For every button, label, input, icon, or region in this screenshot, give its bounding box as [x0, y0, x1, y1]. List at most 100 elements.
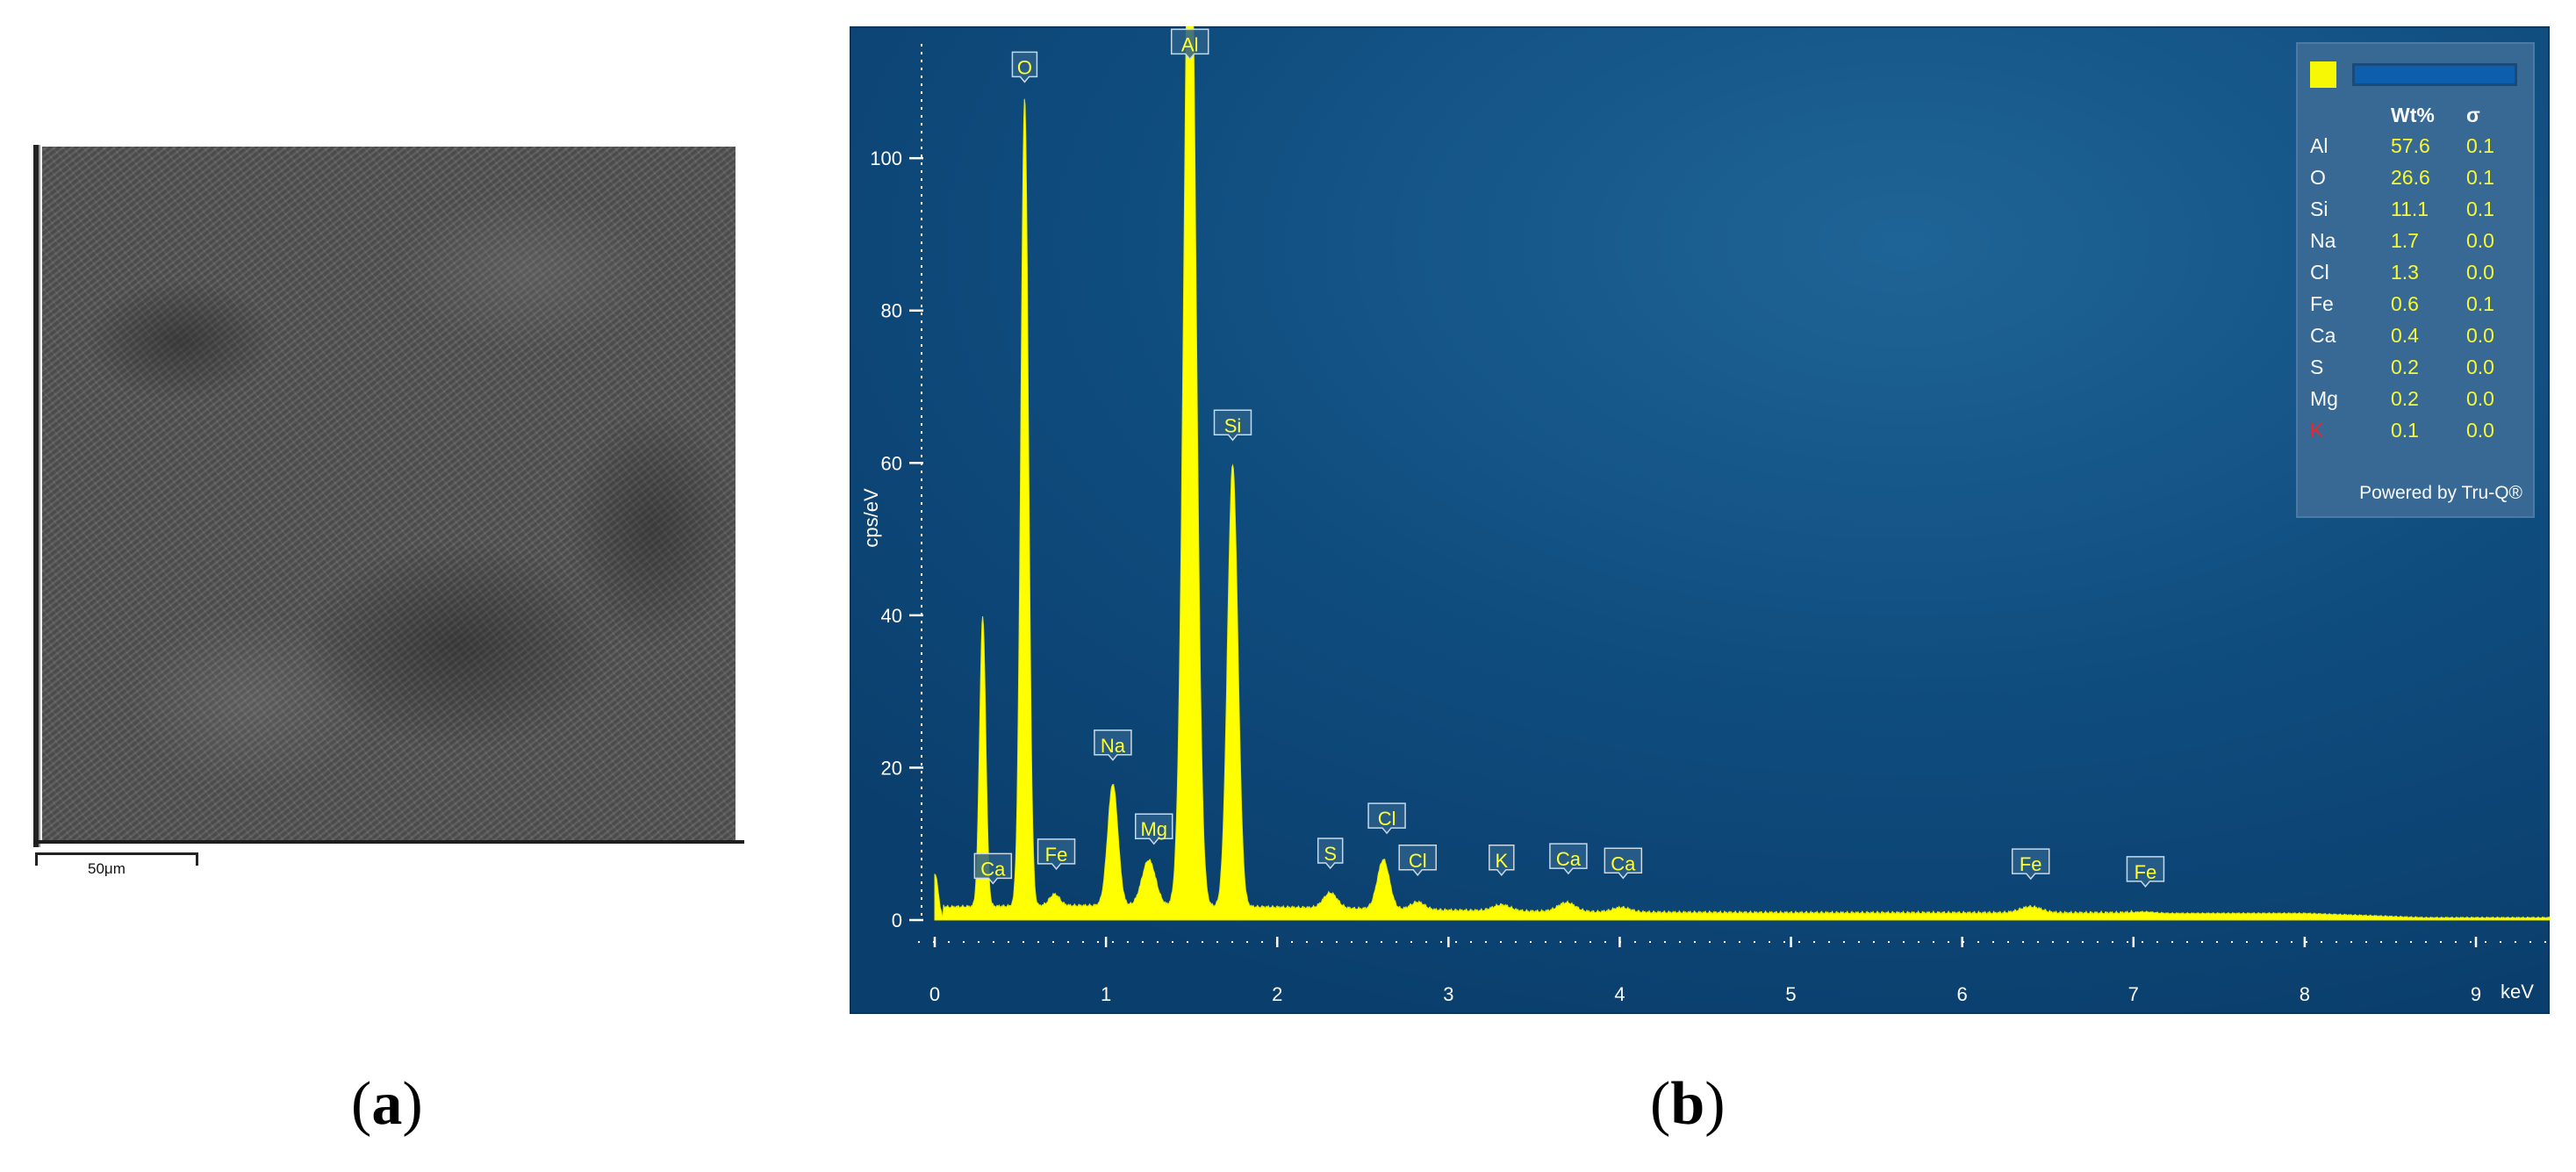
- x-axis-unit-label: keV: [2501, 981, 2534, 1003]
- quant-cell-sigma: 0.0: [2466, 387, 2494, 410]
- peak-label-ca: Ca: [973, 852, 1013, 885]
- peak-label-text: O: [1017, 56, 1032, 78]
- quant-cell-element: Cl: [2310, 261, 2329, 284]
- quant-header-sigma: σ: [2466, 104, 2480, 126]
- peak-label-text: Na: [1101, 735, 1126, 757]
- quant-cell-sigma: 0.0: [2466, 419, 2494, 442]
- chart-background: [850, 26, 2550, 1014]
- peak-label-o: O: [1011, 51, 1038, 83]
- quant-cell-element: Mg: [2310, 387, 2338, 410]
- peak-label-s: S: [1317, 838, 1344, 870]
- quant-cell-wt: 0.1: [2391, 419, 2419, 442]
- tru-q-attribution: Powered by Tru-Q®: [2359, 483, 2522, 503]
- peak-label-mg: Mg: [1134, 813, 1173, 845]
- quant-table-row: Al 57.6 0.1: [2310, 131, 2521, 162]
- peak-label-text: Fe: [2020, 853, 2042, 875]
- peak-label-text: Cl: [1409, 850, 1427, 872]
- scale-bar-label: 50μm: [88, 860, 126, 877]
- peak-label-ca: Ca: [1604, 847, 1643, 880]
- quant-cell-sigma: 0.1: [2466, 198, 2494, 220]
- peak-label-text: S: [1324, 843, 1337, 865]
- peak-label-text: Al: [1181, 33, 1199, 55]
- sem-image-bottom-frame: [33, 840, 744, 844]
- quant-cell-element: Na: [2310, 229, 2336, 252]
- sem-micrograph-panel: 50μm: [33, 145, 753, 891]
- x-axis-tick-label: 7: [2128, 983, 2139, 1005]
- x-axis-tick-label: 3: [1443, 983, 1453, 1005]
- quant-cell-element: Si: [2310, 198, 2328, 220]
- quant-cell-sigma: 0.0: [2466, 324, 2494, 347]
- peak-label-fe: Fe: [2011, 848, 2050, 881]
- quantification-table: Wt% σ Al 57.6 0.1 O 26.6 0.1 Si 11.1 0.1 Na 1.7 0.0…: [2310, 102, 2521, 447]
- x-axis-tick-label: 9: [2471, 983, 2481, 1005]
- quant-cell-element: Ca: [2310, 324, 2336, 347]
- quantification-panel: Wt% σ Al 57.6 0.1 O 26.6 0.1 Si 11.1 0.1 Na 1.7 0.0…: [2296, 42, 2535, 518]
- peak-label-text: Cl: [1378, 808, 1396, 830]
- x-axis-tick-label: 1: [1101, 983, 1111, 1005]
- sem-micrograph-image: [42, 147, 735, 840]
- panel-b-caption: (b): [1650, 1070, 1726, 1138]
- y-axis-title: cps/eV: [860, 488, 882, 548]
- quant-cell-wt: 0.6: [2391, 292, 2419, 315]
- x-axis-tick-label: 2: [1272, 983, 1282, 1005]
- peak-label-text: Ca: [1611, 852, 1636, 874]
- peak-label-text: Mg: [1140, 818, 1167, 840]
- spectrum-series: [934, 26, 2550, 921]
- panel-a-letter: a: [371, 1070, 403, 1138]
- quant-cell-wt: 0.2: [2391, 387, 2419, 410]
- quant-table-row: Ca 0.4 0.0: [2310, 320, 2521, 352]
- peak-label-al: Al: [1170, 28, 1209, 61]
- quant-cell-wt: 1.3: [2391, 261, 2419, 284]
- quant-cell-element: Al: [2310, 134, 2328, 157]
- quant-cell-sigma: 0.1: [2466, 134, 2494, 157]
- quant-table-row: Si 11.1 0.1: [2310, 194, 2521, 226]
- quant-header-wt: Wt%: [2391, 104, 2435, 126]
- quant-table-row: Na 1.7 0.0: [2310, 226, 2521, 257]
- quant-cell-sigma: 0.1: [2466, 292, 2494, 315]
- spectrum-color-swatch: [2310, 61, 2336, 88]
- peak-label-fe: Fe: [2126, 856, 2165, 888]
- eds-spectrum-panel: 0 20 40 60 80 100 0 1 2 3 4 5 6 7 8 9 O Al Si Na Mg Ca Fe S Cl C…: [850, 26, 2550, 1014]
- peak-label-text: K: [1495, 850, 1508, 872]
- quant-cell-wt: 1.7: [2391, 229, 2419, 252]
- peak-label-text: Ca: [1556, 848, 1582, 870]
- quant-cell-wt: 57.6: [2391, 134, 2430, 157]
- y-axis-tick-label: 80: [881, 300, 902, 322]
- peak-label-fe: Fe: [1037, 838, 1076, 871]
- peak-label-k: K: [1489, 845, 1515, 876]
- peak-label-cl: Cl: [1367, 802, 1406, 835]
- scale-bar: [35, 852, 198, 866]
- quant-table-row: K 0.1 0.0: [2310, 415, 2521, 447]
- x-axis-tick-label: 6: [1957, 983, 1968, 1005]
- sem-image-left-frame: [33, 145, 40, 847]
- peak-label-cl: Cl: [1398, 845, 1437, 876]
- peak-label-text: Fe: [2135, 861, 2157, 883]
- peak-label-si: Si: [1213, 409, 1252, 442]
- quant-table-header-row: Wt% σ: [2310, 102, 2521, 131]
- y-axis-tick-label: 100: [870, 147, 902, 169]
- x-axis-tick-label: 0: [929, 983, 940, 1005]
- quant-cell-sigma: 0.0: [2466, 229, 2494, 252]
- y-axis-tick-label: 0: [892, 910, 902, 931]
- quant-cell-wt: 26.6: [2391, 166, 2430, 189]
- panel-b-letter: b: [1670, 1070, 1705, 1138]
- panel-a-caption: (a): [351, 1070, 423, 1138]
- quant-table-row: O 26.6 0.1: [2310, 162, 2521, 194]
- quant-cell-wt: 0.2: [2391, 356, 2419, 378]
- quant-cell-sigma: 0.1: [2466, 166, 2494, 189]
- quant-header-element: [2310, 102, 2391, 131]
- peak-label-text: Fe: [1045, 844, 1068, 866]
- peak-label-ca: Ca: [1549, 843, 1588, 875]
- quant-cell-element: Fe: [2310, 292, 2334, 315]
- quant-table-row: Cl 1.3 0.0: [2310, 257, 2521, 289]
- quant-table-row: S 0.2 0.0: [2310, 352, 2521, 384]
- y-axis-tick-label: 20: [881, 757, 902, 779]
- spectrum-name-field[interactable]: [2352, 63, 2517, 86]
- quant-table-row: Mg 0.2 0.0: [2310, 384, 2521, 415]
- peak-label-text: Si: [1224, 414, 1242, 436]
- quant-cell-sigma: 0.0: [2466, 356, 2494, 378]
- quant-cell-sigma: 0.0: [2466, 261, 2494, 284]
- y-axis-tick-label: 40: [881, 605, 902, 627]
- quant-cell-element: K: [2310, 419, 2324, 442]
